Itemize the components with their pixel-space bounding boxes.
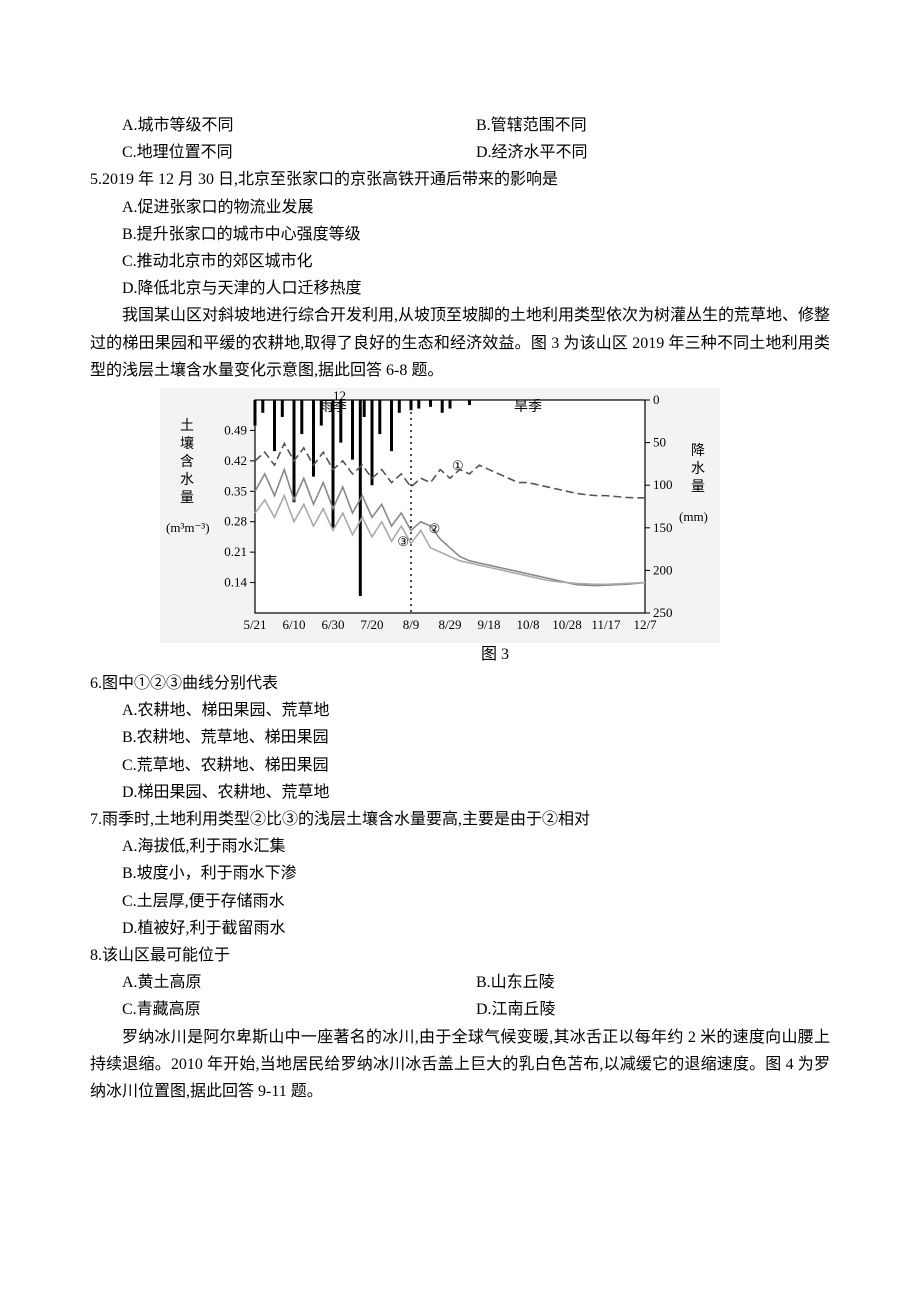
q6-option-d: D.梯田果园、农耕地、荒草地: [122, 779, 830, 806]
q8-option-d: D.江南丘陵: [476, 996, 830, 1023]
q6-option-a: A.农耕地、梯田果园、荒草地: [122, 697, 830, 724]
svg-text:10/8: 10/8: [516, 617, 539, 632]
q4-options: A.城市等级不同 B.管辖范围不同 C.地理位置不同 D.经济水平不同: [90, 112, 830, 166]
q5-option-d: D.降低北京与天津的人口迁移热度: [122, 275, 830, 302]
svg-text:10/28: 10/28: [552, 617, 582, 632]
svg-text:(m³m⁻³): (m³m⁻³): [166, 520, 210, 535]
svg-text:含: 含: [180, 454, 194, 470]
svg-text:0.21: 0.21: [224, 544, 247, 559]
passage-6-8: 我国某山区对斜坡地进行综合开发利用,从坡顶至坡脚的土地利用类型依次为树灌丛生的荒…: [90, 302, 830, 384]
svg-text:量: 量: [180, 490, 194, 506]
q5-stem: 5.2019 年 12 月 30 日,北京至张家口的京张高铁开通后带来的影响是: [90, 166, 830, 193]
svg-text:0.42: 0.42: [224, 453, 247, 468]
q7-stem: 7.雨季时,土地利用类型②比③的浅层土壤含水量要高,主要是由于②相对: [90, 806, 830, 833]
q5-options: A.促进张家口的物流业发展 B.提升张家口的城市中心强度等级 C.推动北京市的郊…: [90, 194, 830, 303]
q6-stem: 6.图中①②③曲线分别代表: [90, 670, 830, 697]
svg-text:0.35: 0.35: [224, 483, 247, 498]
q7-option-b: B.坡度小，利于雨水下渗: [122, 860, 830, 887]
q7-options: A.海拔低,利于雨水汇集 B.坡度小，利于雨水下渗 C.土层厚,便于存储雨水 D…: [90, 833, 830, 942]
q8-options: A.黄土高原 B.山东丘陵 C.青藏高原 D.江南丘陵: [90, 969, 830, 1023]
q4-option-a: A.城市等级不同: [122, 112, 476, 139]
svg-text:量: 量: [691, 479, 705, 495]
svg-text:水: 水: [691, 461, 705, 477]
q7-option-d: D.植被好,利于截留雨水: [122, 915, 830, 942]
svg-text:5/21: 5/21: [243, 617, 266, 632]
q8-stem: 8.该山区最可能位于: [90, 942, 830, 969]
svg-text:③: ③: [397, 534, 409, 549]
q8-option-a: A.黄土高原: [122, 969, 476, 996]
svg-text:8/9: 8/9: [403, 617, 420, 632]
svg-text:100: 100: [653, 477, 673, 492]
svg-text:(mm): (mm): [679, 509, 708, 524]
svg-text:旱季: 旱季: [514, 399, 542, 415]
q6-option-b: B.农耕地、荒草地、梯田果园: [122, 724, 830, 751]
svg-text:7/20: 7/20: [360, 617, 383, 632]
svg-text:6/10: 6/10: [282, 617, 305, 632]
svg-text:②: ②: [429, 521, 441, 536]
svg-text:降: 降: [691, 443, 705, 459]
svg-text:0.14: 0.14: [224, 574, 247, 589]
svg-text:①: ①: [452, 458, 464, 473]
svg-text:8/29: 8/29: [438, 617, 461, 632]
figure-3: 0.490.420.350.280.210.140501001502002505…: [90, 384, 830, 670]
svg-text:150: 150: [653, 520, 673, 535]
q6-options: A.农耕地、梯田果园、荒草地 B.农耕地、荒草地、梯田果园 C.荒草地、农耕地、…: [90, 697, 830, 806]
svg-text:水: 水: [180, 472, 194, 488]
q5-option-a: A.促进张家口的物流业发展: [122, 194, 830, 221]
figure-3-chart: 0.490.420.350.280.210.140501001502002505…: [160, 388, 720, 643]
passage-9-11: 罗纳冰川是阿尔卑斯山中一座著名的冰川,由于全球气候变暖,其冰舌正以每年约 2 米…: [90, 1024, 830, 1106]
svg-text:0: 0: [653, 392, 660, 407]
q4-option-c: C.地理位置不同: [122, 139, 476, 166]
svg-text:0.49: 0.49: [224, 422, 247, 437]
figure-3-caption: 图 3: [160, 641, 830, 668]
q4-option-b: B.管辖范围不同: [476, 112, 830, 139]
q8-option-c: C.青藏高原: [122, 996, 476, 1023]
q6-option-c: C.荒草地、农耕地、梯田果园: [122, 752, 830, 779]
svg-text:11/17: 11/17: [591, 617, 621, 632]
svg-text:土: 土: [180, 418, 194, 434]
svg-text:壤: 壤: [180, 435, 194, 452]
q7-option-c: C.土层厚,便于存储雨水: [122, 888, 830, 915]
svg-text:9/18: 9/18: [477, 617, 500, 632]
svg-text:0.28: 0.28: [224, 514, 247, 529]
svg-text:12/7: 12/7: [633, 617, 657, 632]
q8-option-b: B.山东丘陵: [476, 969, 830, 996]
q7-option-a: A.海拔低,利于雨水汇集: [122, 833, 830, 860]
svg-text:200: 200: [653, 562, 673, 577]
q5-option-c: C.推动北京市的郊区城市化: [122, 248, 830, 275]
q5-option-b: B.提升张家口的城市中心强度等级: [122, 221, 830, 248]
svg-text:6/30: 6/30: [321, 617, 344, 632]
q4-option-d: D.经济水平不同: [476, 139, 830, 166]
svg-text:50: 50: [653, 434, 666, 449]
